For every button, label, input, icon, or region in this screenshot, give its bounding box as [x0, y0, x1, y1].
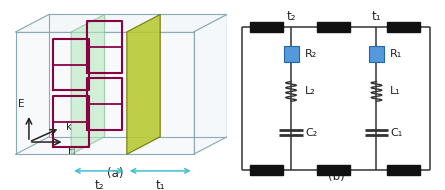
Bar: [283, 46, 299, 62]
Bar: [317, 165, 350, 175]
Text: (b): (b): [328, 170, 344, 183]
Bar: [250, 165, 283, 175]
Bar: [250, 22, 283, 32]
Text: L₁: L₁: [390, 86, 401, 97]
Text: C₁: C₁: [390, 127, 403, 138]
Polygon shape: [194, 14, 227, 154]
Bar: [387, 22, 420, 32]
Text: t₂: t₂: [286, 10, 296, 23]
Text: R₂: R₂: [305, 49, 317, 59]
Polygon shape: [16, 32, 194, 154]
Text: E: E: [18, 99, 24, 109]
Polygon shape: [71, 14, 105, 154]
Text: L₂: L₂: [305, 86, 316, 97]
Text: (a): (a): [107, 168, 124, 180]
Bar: [369, 46, 384, 62]
Text: k: k: [66, 122, 72, 132]
Bar: [317, 22, 350, 32]
Text: H: H: [68, 146, 76, 156]
Text: t₁: t₁: [155, 179, 165, 190]
Text: t₂: t₂: [94, 179, 104, 190]
Bar: [387, 165, 420, 175]
Text: R₁: R₁: [390, 49, 403, 59]
Polygon shape: [16, 14, 227, 32]
Text: C₂: C₂: [305, 127, 317, 138]
Text: t₁: t₁: [372, 10, 381, 23]
Polygon shape: [127, 14, 160, 154]
